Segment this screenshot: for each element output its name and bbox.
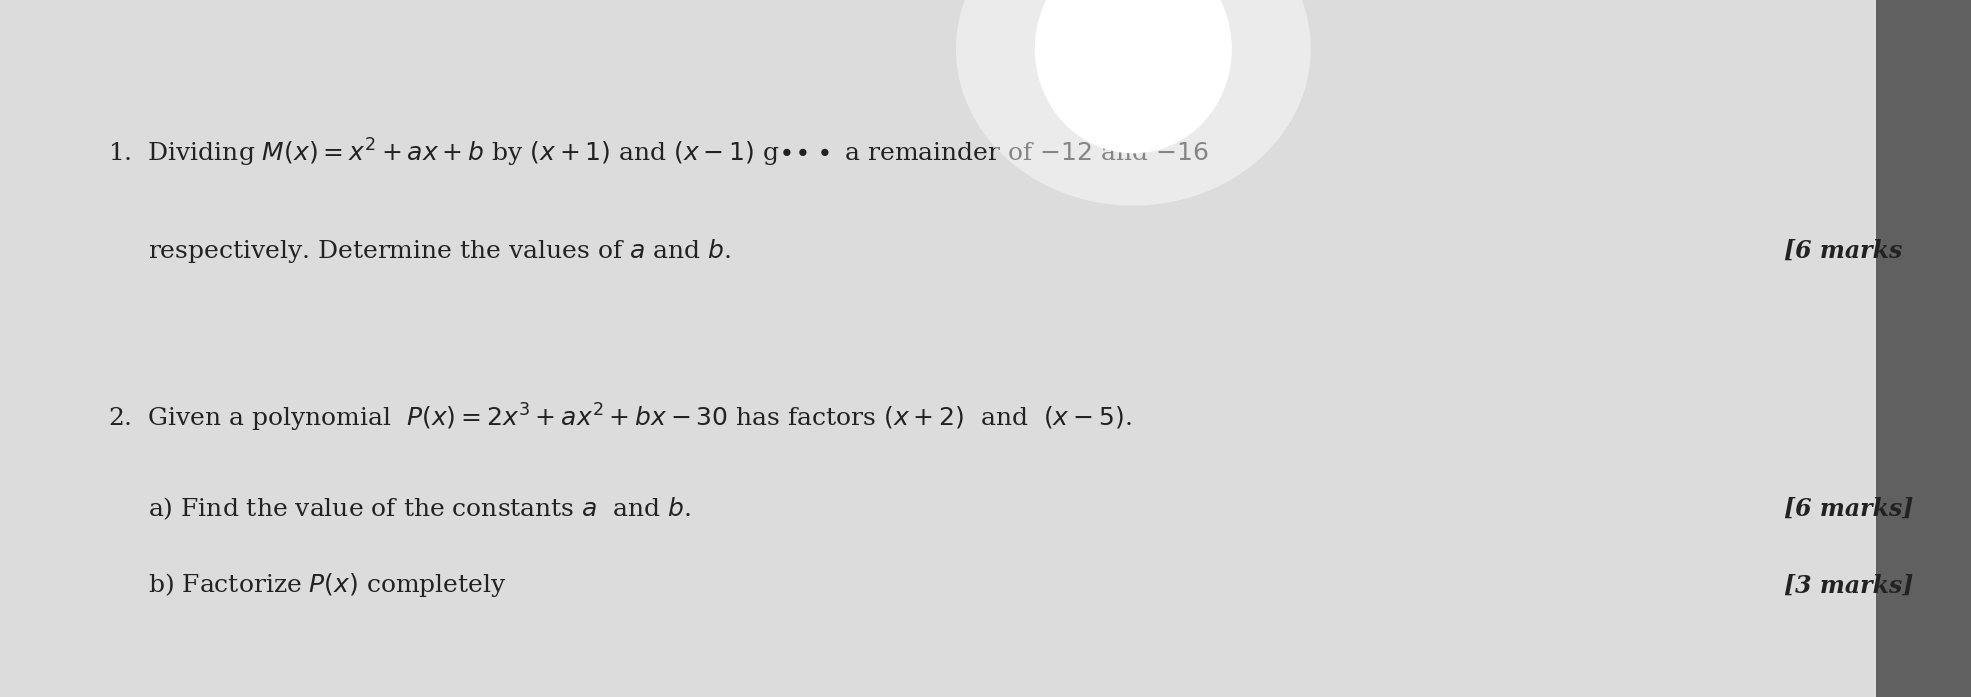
Text: [6 marks: [6 marks [1784,239,1902,263]
Ellipse shape [956,0,1311,206]
Text: a) Find the value of the constants $a$  and $b$.: a) Find the value of the constants $a$ a… [148,496,692,522]
Ellipse shape [1035,0,1232,153]
FancyBboxPatch shape [1876,0,1971,697]
Text: [3 marks]: [3 marks] [1784,574,1914,597]
Text: b) Factorize $P(x)$ completely: b) Factorize $P(x)$ completely [148,572,507,599]
Text: 2.  Given a polynomial  $P(x)=2x^3+ax^2+bx-30$ has factors $(x+2)$  and  $(x-5)$: 2. Given a polynomial $P(x)=2x^3+ax^2+bx… [108,402,1131,434]
Text: 1.  Dividing $M(x)=x^2+ax+b$ by $(x+1)$ and $(x-1)$ g$\bullet\!\bullet\!\bullet$: 1. Dividing $M(x)=x^2+ax+b$ by $(x+1)$ a… [108,137,1208,169]
Text: [6 marks]: [6 marks] [1784,497,1914,521]
Text: respectively. Determine the values of $a$ and $b$.: respectively. Determine the values of $a… [148,237,731,265]
FancyBboxPatch shape [0,0,1882,697]
